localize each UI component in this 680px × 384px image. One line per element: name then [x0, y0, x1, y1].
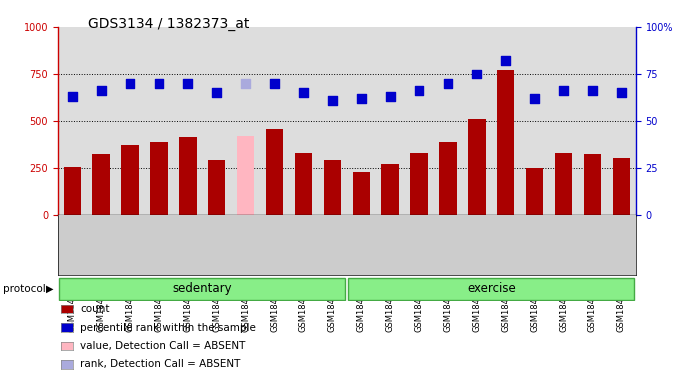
- Bar: [64, 167, 81, 215]
- Bar: [613, 158, 630, 215]
- Text: exercise: exercise: [467, 283, 515, 295]
- Point: [240, 80, 251, 86]
- Point: [327, 97, 338, 103]
- Point: [154, 80, 165, 86]
- Bar: [411, 153, 428, 215]
- Bar: [381, 164, 398, 215]
- Point: [269, 80, 280, 86]
- FancyBboxPatch shape: [348, 278, 634, 300]
- Bar: [526, 168, 543, 215]
- Point: [616, 90, 627, 96]
- Bar: [353, 172, 370, 215]
- Point: [356, 95, 367, 101]
- Bar: [237, 136, 254, 215]
- Text: count: count: [80, 304, 109, 314]
- Bar: [497, 70, 515, 215]
- Bar: [208, 159, 226, 215]
- Text: ▶: ▶: [46, 284, 54, 294]
- Bar: [439, 142, 457, 215]
- Point: [500, 58, 511, 64]
- Point: [587, 88, 598, 94]
- Text: sedentary: sedentary: [173, 283, 232, 295]
- Bar: [150, 142, 168, 215]
- Text: percentile rank within the sample: percentile rank within the sample: [80, 323, 256, 333]
- Point: [211, 90, 222, 96]
- FancyBboxPatch shape: [59, 278, 345, 300]
- Point: [182, 80, 193, 86]
- Point: [96, 88, 107, 94]
- Text: protocol: protocol: [3, 284, 46, 294]
- Bar: [324, 159, 341, 215]
- Bar: [295, 153, 312, 215]
- Point: [443, 80, 454, 86]
- Bar: [122, 146, 139, 215]
- Text: GDS3134 / 1382373_at: GDS3134 / 1382373_at: [88, 17, 250, 31]
- Point: [124, 80, 135, 86]
- Point: [385, 93, 396, 99]
- Bar: [180, 137, 197, 215]
- Bar: [92, 154, 110, 215]
- Point: [67, 93, 78, 99]
- Point: [529, 95, 540, 101]
- Point: [413, 88, 424, 94]
- Bar: [584, 154, 601, 215]
- Text: rank, Detection Call = ABSENT: rank, Detection Call = ABSENT: [80, 359, 241, 369]
- Point: [558, 88, 569, 94]
- Bar: [555, 153, 573, 215]
- Bar: [469, 119, 486, 215]
- Text: value, Detection Call = ABSENT: value, Detection Call = ABSENT: [80, 341, 245, 351]
- Point: [471, 71, 482, 77]
- Bar: [266, 129, 284, 215]
- Point: [298, 90, 309, 96]
